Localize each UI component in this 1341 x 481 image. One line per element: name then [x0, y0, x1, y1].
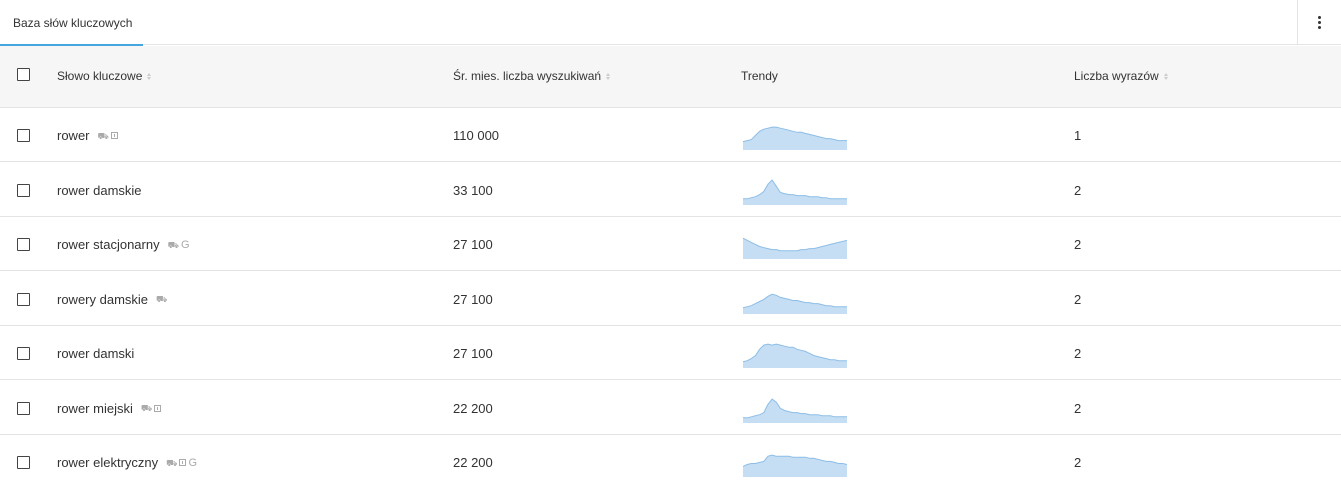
search-volume: 27 100: [453, 291, 493, 307]
trend-area: [743, 344, 847, 368]
image-icon: [154, 404, 162, 412]
sort-icon: [606, 72, 611, 80]
word-count: 2: [1074, 291, 1082, 307]
search-volume: 33 100: [453, 182, 493, 198]
trend-line: [743, 293, 847, 308]
google-icon: G: [180, 238, 190, 251]
keyword-cell: rowery damskie ⛟: [57, 292, 167, 307]
more-options-button[interactable]: [1297, 0, 1341, 45]
trend-line: [743, 178, 847, 199]
row-checkbox[interactable]: [17, 347, 30, 360]
gallery-icon: ⛟: [156, 294, 168, 304]
keyword-text[interactable]: rower elektryczny: [57, 455, 159, 470]
keyword-text[interactable]: rower: [57, 128, 90, 143]
row-checkbox[interactable]: [17, 129, 30, 142]
column-header-keyword[interactable]: Słowo kluczowe: [57, 69, 152, 83]
trend-area: [743, 127, 847, 150]
keyword-text[interactable]: rower miejski: [57, 400, 133, 416]
trend-line: [743, 397, 847, 418]
word-count: 2: [1074, 237, 1082, 252]
image-icon: [179, 459, 187, 466]
column-header-volume[interactable]: Śr. mies. liczba wyszukiwań: [453, 69, 611, 83]
row-checkbox[interactable]: [17, 238, 30, 251]
gallery-icon: ⛟: [166, 457, 178, 468]
trend-sparkline: [743, 293, 847, 314]
table-row[interactable]: rower ⛟ 110 000 1: [0, 108, 1341, 162]
search-volume: 22 200: [453, 400, 493, 416]
gallery-icon: ⛟: [97, 130, 109, 141]
tab-bar: Baza słów kluczowych: [0, 0, 1341, 46]
keyword-cell: rower elektryczny ⛟ G: [57, 455, 197, 470]
keyword-text[interactable]: rower damski: [57, 346, 135, 361]
trend-sparkline: [743, 454, 847, 477]
gallery-icon: ⛟: [140, 403, 153, 413]
trend-line: [743, 237, 847, 252]
word-count: 2: [1074, 182, 1082, 198]
row-checkbox[interactable]: [17, 456, 30, 469]
trend-area: [743, 238, 847, 259]
serp-features: ⛟: [140, 403, 162, 413]
serp-features: ⛟ G: [166, 456, 198, 469]
trend-sparkline: [743, 343, 847, 368]
row-checkbox[interactable]: [17, 183, 30, 197]
keyword-cell: rower stacjonarny ⛟ G: [57, 237, 190, 252]
word-count: 2: [1074, 455, 1082, 470]
table-row[interactable]: rower stacjonarny ⛟ G 27 100 2: [0, 217, 1341, 271]
trend-area: [743, 293, 847, 314]
word-count: 1: [1074, 128, 1082, 143]
keyword-text[interactable]: rower damskie: [57, 182, 142, 198]
keyword-cell: rower ⛟: [57, 128, 118, 143]
google-icon: G: [188, 456, 198, 469]
table-header: Słowo kluczowe Śr. mies. liczba wyszukiw…: [0, 46, 1341, 108]
active-tab-indicator: [0, 44, 143, 46]
search-volume: 27 100: [453, 237, 493, 252]
sort-icon: [1163, 72, 1168, 80]
tab-keyword-database[interactable]: Baza słów kluczowych: [0, 0, 143, 46]
keyword-cell: rower miejski ⛟: [57, 400, 162, 416]
trend-line: [743, 343, 847, 363]
table-row[interactable]: rower damski 27 100 2: [0, 326, 1341, 380]
trend-line: [743, 454, 847, 468]
search-volume: 27 100: [453, 346, 493, 361]
tab-label: Baza słów kluczowych: [13, 16, 133, 30]
keyword-cell: rower damski: [57, 346, 134, 361]
trend-sparkline: [743, 178, 847, 205]
select-all-checkbox[interactable]: [17, 68, 30, 81]
word-count: 2: [1074, 346, 1082, 361]
trend-line: [743, 126, 847, 143]
keyword-text[interactable]: rower stacjonarny: [57, 237, 160, 252]
column-header-word-count[interactable]: Liczba wyrazów: [1074, 69, 1168, 83]
table-row[interactable]: rower miejski ⛟ 22 200 2: [0, 380, 1341, 435]
gallery-icon: ⛟: [167, 239, 179, 250]
row-checkbox[interactable]: [17, 401, 30, 415]
keyword-text[interactable]: rowery damskie: [57, 291, 149, 307]
trend-area: [743, 179, 847, 205]
table-row[interactable]: rower elektryczny ⛟ G 22 200 2: [0, 435, 1341, 481]
table-row[interactable]: rowery damskie ⛟ 27 100 2: [0, 271, 1341, 326]
sort-icon: [147, 72, 152, 80]
trend-sparkline: [743, 397, 847, 423]
word-count: 2: [1074, 400, 1082, 416]
image-icon: [110, 132, 118, 139]
table-row[interactable]: rower damskie 33 100 2: [0, 162, 1341, 217]
trend-area: [743, 455, 847, 477]
serp-features: ⛟: [98, 131, 118, 141]
keyword-cell: rower damskie: [57, 183, 142, 198]
trend-area: [743, 398, 847, 423]
serp-features: ⛟: [156, 294, 167, 304]
column-header-trend: Trendy: [741, 69, 778, 83]
serp-features: ⛟ G: [167, 238, 190, 251]
kebab-menu-icon: [1318, 16, 1321, 29]
trend-sparkline: [743, 126, 847, 150]
search-volume: 22 200: [453, 455, 493, 470]
row-checkbox[interactable]: [17, 292, 30, 306]
search-volume: 110 000: [453, 128, 500, 143]
trend-sparkline: [743, 237, 847, 259]
